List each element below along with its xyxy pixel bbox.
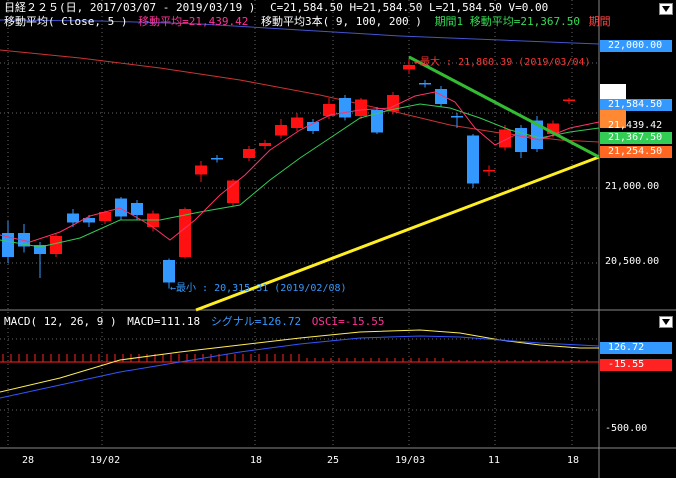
date-label: 19/03 [395, 455, 426, 466]
candle-body [403, 65, 415, 70]
candle-body [355, 99, 367, 116]
candle-body [83, 218, 95, 223]
date-label: 25 [327, 455, 340, 466]
ma5-value: 移動平均=21,439.42 [138, 15, 249, 28]
date-label: 28 [22, 455, 35, 466]
candle-body [50, 236, 62, 254]
candle-body [435, 89, 447, 104]
candle-body [499, 129, 511, 148]
candle-body [67, 213, 79, 223]
collapse-macd-button[interactable] [659, 316, 673, 328]
macd-path [0, 329, 599, 393]
ma9-line [0, 103, 600, 248]
ma5-line [0, 91, 600, 243]
candle-body [291, 117, 303, 128]
candle-body [259, 143, 271, 146]
candle-body [211, 158, 223, 160]
macd-value: MACD=111.18 [127, 315, 201, 328]
candle-body [243, 149, 255, 158]
candle-body [131, 203, 143, 215]
max-annotation: ←最大 : 21,860.39 (2019/03/04) [414, 57, 591, 68]
candle-body [2, 233, 14, 257]
date-label: 11 [488, 455, 501, 466]
ma200-path [0, 19, 600, 45]
price-badge-ma9: 21,367.50 [600, 132, 672, 144]
date-label: 18 [250, 455, 263, 466]
collapse-main-button[interactable] [659, 3, 673, 15]
price-tick-20500: 20,500.00 [605, 256, 660, 267]
macd-params: MACD( 12, 26, 9 ) [4, 315, 117, 328]
price-badge-close: 21,584.50 [600, 99, 672, 111]
ma9-path [0, 103, 600, 248]
price-tick-21000: 21,000.00 [605, 181, 660, 192]
ohlc-readout: C=21,584.50 H=21,584.50 L=21,584.50 V=0.… [270, 1, 549, 14]
candlesticks [2, 59, 575, 289]
ma-period2-label: 期間 [588, 15, 611, 28]
candle-body [451, 116, 463, 118]
macd-badge-signal: 126.72 [600, 342, 672, 354]
price-badge-column: 22,000.00 21,584.50 21,439.42 21,367.50 … [600, 0, 676, 310]
candle-body [547, 123, 559, 134]
candle-body [467, 135, 479, 184]
date-label: 19/02 [90, 455, 121, 466]
macd-tick-minus500: -500.00 [605, 423, 648, 434]
trend-lines [195, 55, 600, 312]
price-badge-white [600, 84, 626, 102]
candle-body [18, 233, 30, 247]
macd-path [0, 335, 600, 399]
ma3-label: 移動平均3本( 9, 100, 200 ) [260, 15, 422, 28]
candle-body [323, 104, 335, 116]
candle-body [371, 110, 383, 133]
min-annotation: ←最小 : 20,315.31 (2019/02/08) [170, 283, 347, 294]
macd-panel-lines [0, 329, 600, 399]
chevron-down-icon [662, 319, 670, 325]
candle-body [307, 122, 319, 131]
candle-body [483, 170, 495, 172]
candle-body [339, 98, 351, 118]
candle-body [34, 245, 46, 254]
ma5-label: 移動平均( Close, 5 ) [4, 15, 128, 28]
macd-osci: OSCI=-15.55 [311, 315, 385, 328]
chevron-down-icon [662, 6, 670, 12]
ma-period1-value: 期間1 移動平均=21,367.50 [434, 15, 581, 28]
macd-badge-osci: -15.55 [600, 359, 672, 371]
trend-line-up [195, 155, 600, 312]
candle-body [563, 99, 575, 101]
ma5-path [0, 91, 600, 243]
candle-body [179, 209, 191, 257]
candle-body [387, 95, 399, 112]
price-badge-ma100: 21,254.50 [600, 146, 672, 158]
ma200-line [0, 19, 600, 45]
trend-line-down [408, 55, 600, 159]
candle-body [275, 125, 287, 136]
candle-body [195, 165, 207, 175]
price-badge-ma5: 21,439.42 [608, 120, 663, 131]
main-header-line1: 日経２２５(日, 2017/03/07 - 2019/03/19 ) C=21,… [4, 1, 548, 14]
candle-body [227, 180, 239, 203]
price-badge-orange [600, 110, 626, 128]
date-label: 18 [567, 455, 580, 466]
macd-signal: シグナル=126.72 [210, 315, 302, 328]
chart-title: 日経２２５(日, 2017/03/07 - 2019/03/19 ) [4, 1, 256, 14]
candle-body [419, 83, 431, 85]
candle-body [115, 198, 127, 217]
candle-body [99, 212, 111, 221]
main-header-line2: 移動平均( Close, 5 ) 移動平均=21,439.42 移動平均3本( … [4, 15, 611, 28]
price-badge-ma200: 22,000.00 [600, 40, 672, 52]
macd-header: MACD( 12, 26, 9 ) MACD=111.18 シグナル=126.7… [4, 315, 385, 328]
candle-body [163, 260, 175, 283]
